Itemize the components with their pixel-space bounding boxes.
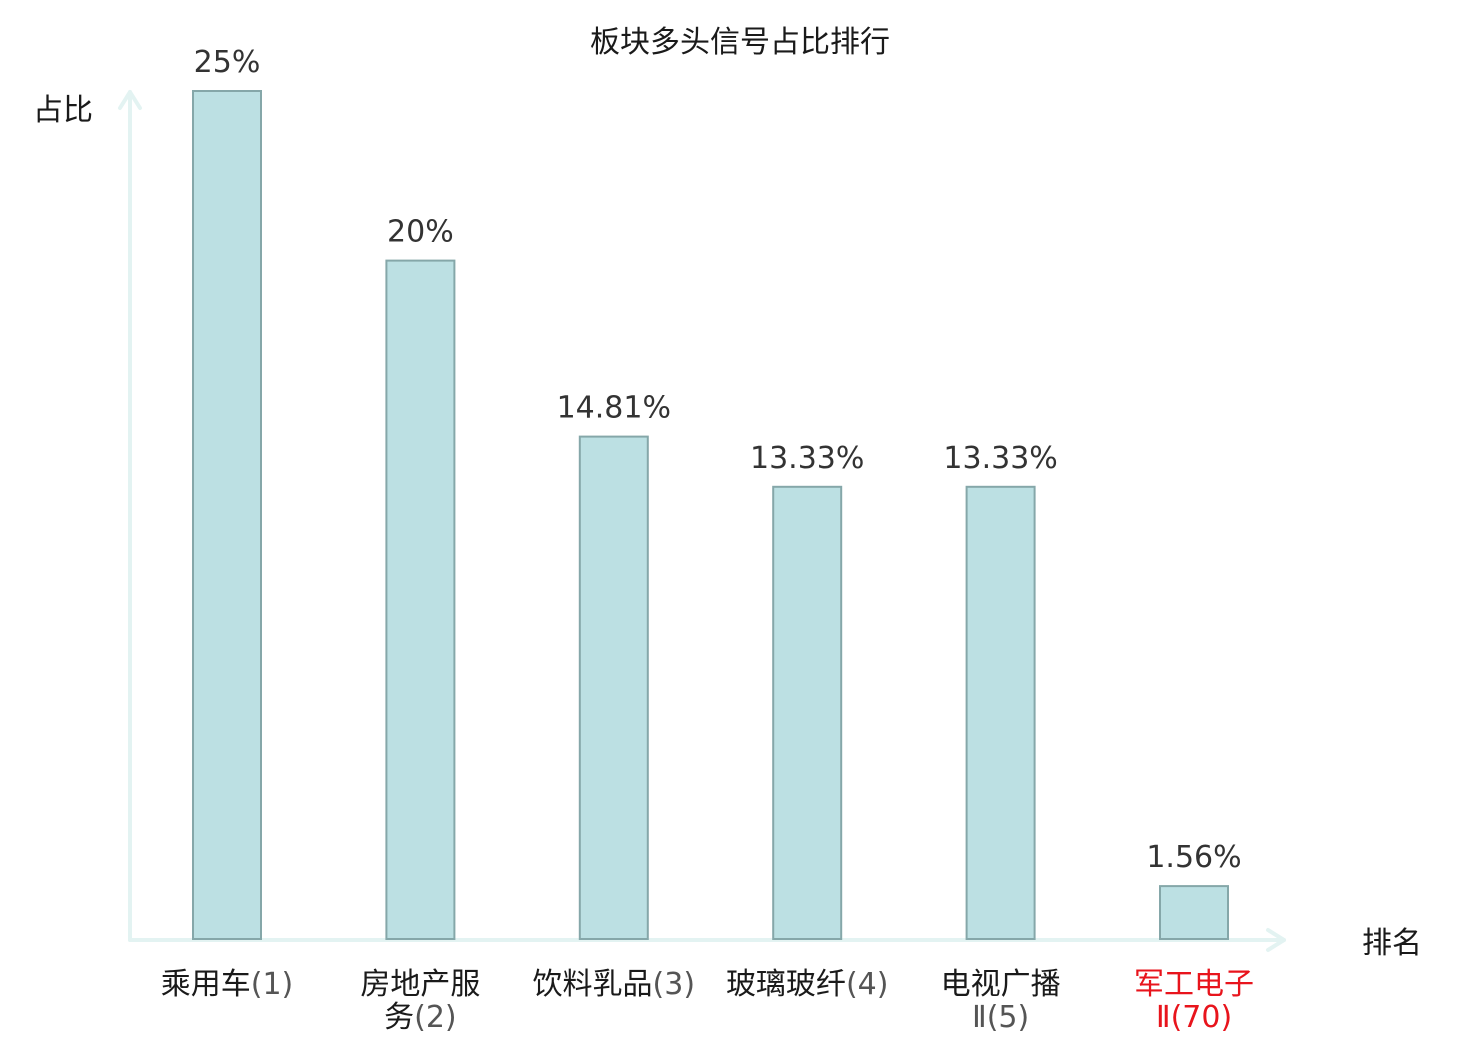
y-axis-label: 占比 — [33, 93, 93, 128]
x-axis-label: 排名 — [1362, 926, 1422, 961]
category-label-5: 电视广播 Ⅱ(5) — [941, 967, 1061, 1035]
category-rank: Ⅱ(70) — [1156, 1000, 1232, 1035]
axes — [118, 90, 1286, 952]
category-name-line-1: 房地产服 — [360, 967, 480, 1002]
chart-title: 板块多头信号占比排行 — [590, 25, 890, 60]
category-rank: (4) — [846, 967, 889, 1002]
category-label-2: 房地产服务(2) — [360, 967, 480, 1035]
value-label-2: 20% — [387, 215, 454, 250]
category-name: 玻璃玻纤 — [726, 967, 846, 1002]
category-rank: (2) — [414, 1000, 457, 1035]
value-label-3: 14.81% — [557, 391, 671, 426]
bar-2 — [385, 259, 456, 941]
value-label-4: 13.33% — [750, 441, 864, 476]
category-name: 饮料乳品 — [533, 967, 653, 1002]
category-name: 军工电子 — [1134, 967, 1254, 1002]
bar-5 — [965, 485, 1036, 940]
value-label-1: 25% — [194, 45, 261, 80]
category-label-4: 玻璃玻纤(4) — [726, 967, 889, 1002]
category-name: 电视广播 — [941, 967, 1061, 1002]
bar-4 — [772, 485, 843, 940]
bar-6 — [1159, 885, 1229, 940]
category-rank: (1) — [251, 967, 294, 1002]
y-axis-arrow — [118, 90, 142, 110]
category-label-3: 饮料乳品(3) — [533, 967, 696, 1002]
value-label-5: 13.33% — [943, 441, 1057, 476]
bar-3 — [578, 435, 649, 940]
value-labels: 25% 20% 14.81% 13.33% 13.33% 1.56% — [194, 45, 1242, 875]
category-name: 乘用车 — [161, 967, 251, 1002]
bar-1 — [192, 90, 262, 940]
category-name-line-2: 务 — [384, 1000, 414, 1035]
category-label-1: 乘用车(1) — [161, 967, 294, 1002]
bar-series — [192, 90, 1229, 941]
category-label-6: 军工电子 Ⅱ(70) — [1134, 967, 1254, 1035]
category-rank: Ⅱ(5) — [972, 1000, 1029, 1035]
x-axis-arrow — [1266, 928, 1286, 952]
value-label-6: 1.56% — [1146, 840, 1241, 875]
category-rank: (3) — [653, 967, 696, 1002]
category-labels: 乘用车(1) 房地产服务(2) 饮料乳品(3) 玻璃玻纤(4) 电视广播 Ⅱ(5) 军工电子… — [161, 967, 1254, 1035]
